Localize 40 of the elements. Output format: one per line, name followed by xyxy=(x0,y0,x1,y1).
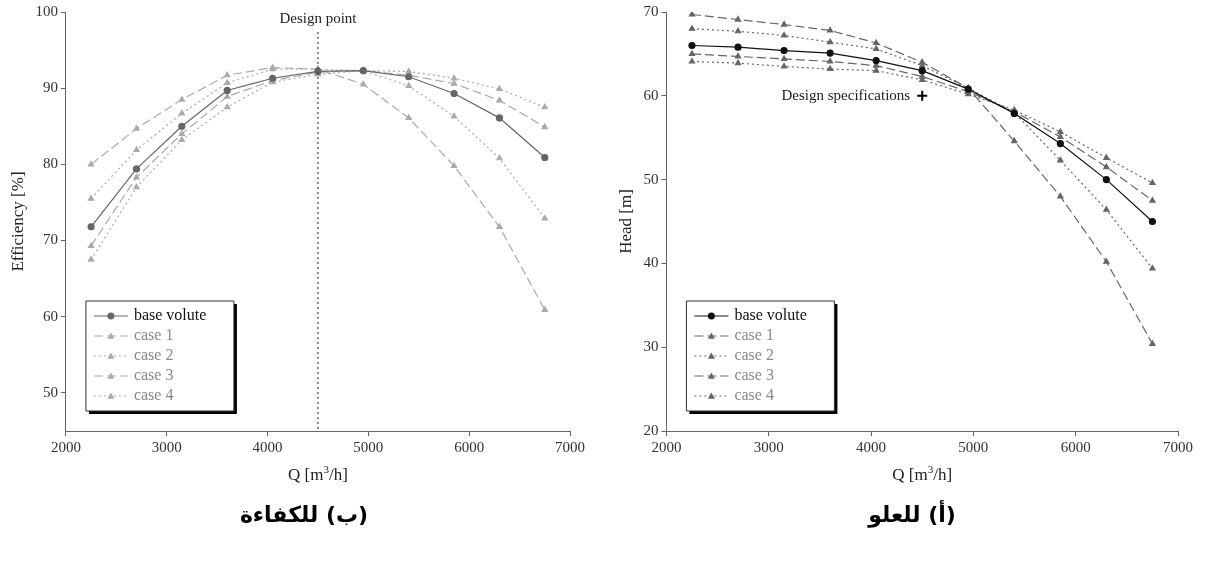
x-tick-label: 4000 xyxy=(252,438,283,455)
legend-label: case 2 xyxy=(734,346,774,364)
x-tick-label: 4000 xyxy=(856,438,887,455)
x-tick-label: 6000 xyxy=(454,438,485,455)
y-axis-title: Efficiency [%] xyxy=(7,171,27,272)
y-tick-label: 30 xyxy=(643,338,659,355)
y-tick-label: 20 xyxy=(643,421,659,438)
legend-label: case 2 xyxy=(133,346,174,364)
y-tick-label: 40 xyxy=(643,254,659,271)
y-tick-label: 60 xyxy=(42,307,58,324)
series-label: Design specifications xyxy=(781,86,911,103)
legend-label: case 3 xyxy=(734,366,774,384)
y-tick-label: 90 xyxy=(42,79,58,96)
legend-label: base volute xyxy=(133,306,207,324)
y-tick-label: 50 xyxy=(42,383,58,400)
text: (ب) للكفاءة xyxy=(238,502,370,527)
x-tick-label: 2000 xyxy=(651,438,682,455)
y-tick-label: 70 xyxy=(42,231,58,248)
y-tick-label: 60 xyxy=(643,86,659,103)
text: (أ) للعلو xyxy=(866,502,957,527)
y-tick-label: 70 xyxy=(643,2,659,19)
x-tick-label: 7000 xyxy=(555,438,585,455)
x-tick-label: 6000 xyxy=(1060,438,1091,455)
x-tick-label: 7000 xyxy=(1163,438,1193,455)
ref-line-label: Design point xyxy=(279,10,358,27)
legend-label: case 4 xyxy=(133,386,174,404)
y-tick-label: 100 xyxy=(35,2,58,19)
x-tick-label: 5000 xyxy=(958,438,989,455)
legend-label: case 1 xyxy=(734,326,774,344)
x-tick-label: 3000 xyxy=(753,438,784,455)
legend-label: base volute xyxy=(734,306,807,324)
y-axis-title: Head [m] xyxy=(615,189,635,254)
x-tick-label: 2000 xyxy=(50,438,81,455)
legend-label: case 4 xyxy=(734,386,774,404)
x-tick-label: 3000 xyxy=(151,438,182,455)
y-tick-label: 80 xyxy=(42,155,58,172)
x-tick-label: 5000 xyxy=(353,438,384,455)
legend-label: case 3 xyxy=(133,366,174,384)
y-tick-label: 50 xyxy=(643,170,659,187)
legend-label: case 1 xyxy=(133,326,174,344)
